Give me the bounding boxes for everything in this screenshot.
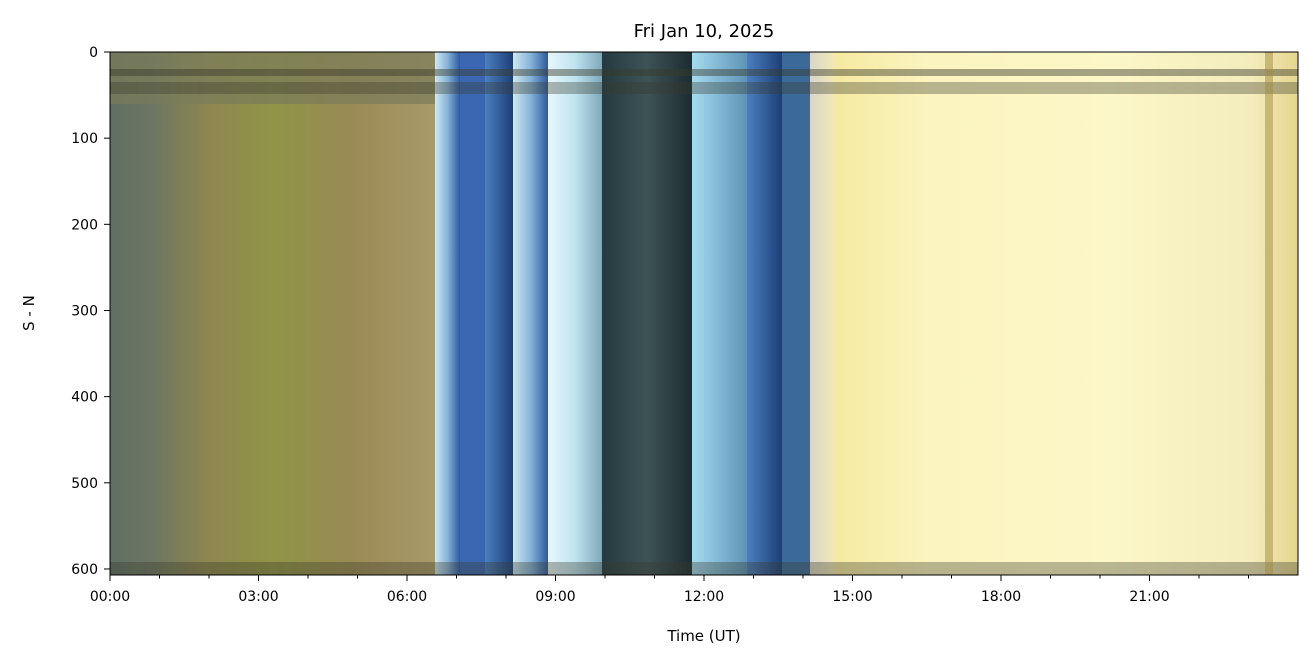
y-tick-label: 400 <box>71 390 98 406</box>
y-tick-label: 100 <box>71 131 98 147</box>
x-axis-label: Time (UT) <box>666 627 740 645</box>
keogram-image <box>110 52 1298 575</box>
x-tick-label: 03:00 <box>238 589 278 605</box>
x-tick-label: 12:00 <box>684 589 724 605</box>
y-tick-label: 0 <box>89 45 98 61</box>
y-tick-label: 200 <box>71 217 98 233</box>
x-tick-label: 00:00 <box>90 589 130 605</box>
y-axis-label: S - N <box>20 295 38 331</box>
x-tick-label: 15:00 <box>832 589 872 605</box>
y-tick-label: 500 <box>71 476 98 492</box>
x-tick-label: 18:00 <box>981 589 1021 605</box>
y-tick-label: 300 <box>71 303 98 319</box>
chart-title: Fri Jan 10, 2025 <box>634 21 775 42</box>
x-tick-label: 09:00 <box>535 589 575 605</box>
x-tick-label: 21:00 <box>1129 589 1169 605</box>
x-tick-label: 06:00 <box>387 589 427 605</box>
y-tick-label: 600 <box>71 562 98 578</box>
